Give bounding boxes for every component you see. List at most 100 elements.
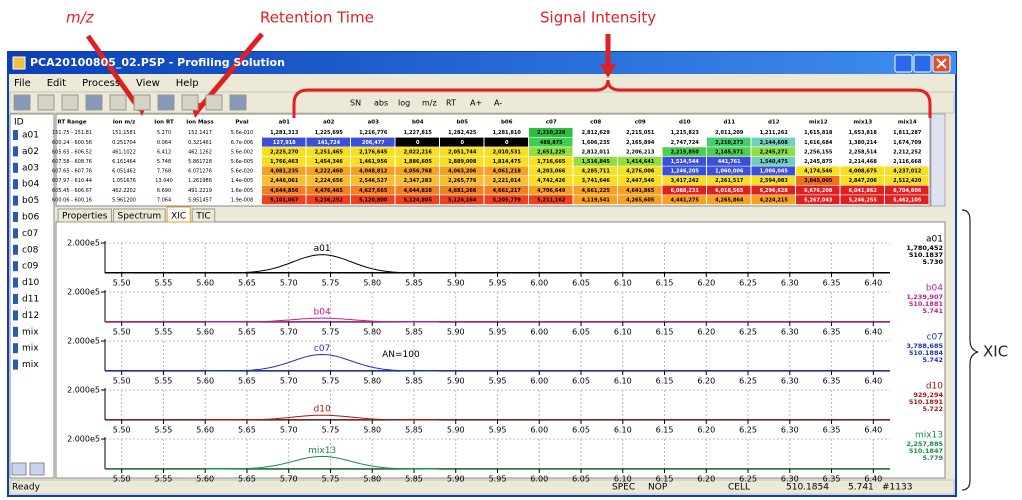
heat-cell <box>707 128 751 137</box>
table-header: a01 <box>279 120 291 126</box>
table-cell: 1,540,475 <box>760 159 789 165</box>
tab-label[interactable]: TIC <box>195 212 210 222</box>
table-cell: 127,918 <box>273 140 296 146</box>
menu-item[interactable]: File <box>14 78 31 89</box>
scrollbar[interactable] <box>930 113 946 207</box>
menu-item[interactable]: View <box>136 78 160 89</box>
panel-info: 3,788,685 <box>906 342 943 350</box>
tab-label[interactable]: Properties <box>62 212 108 222</box>
tab[interactable] <box>191 208 216 223</box>
table-cell: 1,380,214 <box>849 140 878 146</box>
toolbar-button[interactable] <box>13 94 31 111</box>
x-tick-label: 6.35 <box>823 377 841 386</box>
heat-cell <box>840 195 884 205</box>
id-list-item[interactable]: d10 <box>22 278 39 288</box>
tab[interactable] <box>112 208 166 223</box>
id-list-item[interactable]: a03 <box>22 163 39 173</box>
id-list-item[interactable]: b06 <box>22 213 39 223</box>
id-icon <box>13 277 18 288</box>
x-tick-label: 6.20 <box>697 328 715 337</box>
toolbar-button[interactable] <box>133 94 151 111</box>
heat-cell <box>796 176 840 185</box>
tab-label[interactable]: Spectrum <box>117 212 161 222</box>
annotation: Retention Time <box>260 9 374 27</box>
toolbar-button-label[interactable]: abs <box>374 99 388 108</box>
tab[interactable] <box>57 208 112 223</box>
toolbar-button-label[interactable]: log <box>398 99 410 108</box>
table-cell: 4,237,012 <box>893 169 922 175</box>
table-cell: 462.2202 <box>112 188 136 194</box>
id-list-item[interactable]: a02 <box>22 147 39 157</box>
id-list-item[interactable]: a01 <box>22 131 39 141</box>
table-cell: 5.6e-020 <box>231 169 253 175</box>
x-tick-label: 5.85 <box>405 279 423 288</box>
heat-cell <box>262 166 306 176</box>
tab[interactable] <box>166 206 191 223</box>
toolbar-button-label[interactable]: A- <box>494 99 502 108</box>
heat-cell <box>306 166 350 176</box>
heat-cell <box>885 137 929 147</box>
heat-cell <box>395 156 439 166</box>
toolbar-button[interactable] <box>109 94 127 111</box>
table-cell: 151.1581 <box>112 130 136 136</box>
toolbar-button[interactable] <box>61 94 79 111</box>
table-cell: 2,245,271 <box>760 149 789 155</box>
scroll-button[interactable] <box>11 462 27 476</box>
heat-cell <box>395 195 439 205</box>
table-cell: 2,512,420 <box>893 178 922 184</box>
toolbar-button[interactable] <box>181 94 199 111</box>
toolbar-button[interactable] <box>157 94 175 111</box>
heat-cell <box>662 156 706 166</box>
table-cell: 0 <box>505 140 509 146</box>
toolbar-button-label[interactable]: SN <box>350 99 361 108</box>
toolbar-button-label[interactable]: A+ <box>470 99 482 108</box>
id-list-item[interactable]: mix <box>22 344 39 354</box>
table-cell: 2,224,656 <box>315 178 344 184</box>
toolbar-button-label[interactable]: m/z <box>422 99 437 108</box>
id-icon <box>13 343 18 354</box>
x-tick-label: 6.40 <box>864 426 882 435</box>
id-list-item[interactable]: c09 <box>22 262 39 272</box>
scroll-button[interactable] <box>29 462 45 476</box>
x-tick-label: 6.40 <box>864 475 882 484</box>
x-tick-label: 5.90 <box>447 426 465 435</box>
toolbar-button[interactable] <box>37 94 55 111</box>
menu-item[interactable]: Process <box>82 78 120 89</box>
toolbar-button[interactable] <box>205 94 223 111</box>
table-cell: 1,461,956 <box>359 159 388 165</box>
toolbar-button-label[interactable]: RT <box>446 99 456 108</box>
table-cell: 2,214,468 <box>849 159 878 165</box>
heat-cell <box>395 147 439 157</box>
heat-cell <box>395 137 439 147</box>
status-field: NOP <box>648 483 668 493</box>
table-cell: 5,101,067 <box>270 197 299 203</box>
x-tick-label: 5.95 <box>489 475 507 484</box>
table-cell: 489,875 <box>540 140 563 146</box>
table-cell: 2,256,155 <box>804 149 833 155</box>
x-tick-label: 6.05 <box>572 377 590 386</box>
menu-item[interactable]: Help <box>176 78 199 89</box>
x-tick-label: 6.20 <box>697 426 715 435</box>
heat-cell <box>484 166 528 176</box>
table-cell: 5,120,800 <box>359 197 388 203</box>
table-cell: 0 <box>416 140 420 146</box>
id-list-item[interactable]: c08 <box>22 245 39 255</box>
x-tick-label: 6.30 <box>781 475 799 484</box>
toolbar-button[interactable] <box>85 94 103 111</box>
maximize-button[interactable] <box>913 54 932 73</box>
id-list-item[interactable]: mix <box>22 360 39 370</box>
id-list-item[interactable]: c07 <box>22 229 38 239</box>
id-icon <box>13 179 18 190</box>
table-cell: 1,674,709 <box>893 140 922 146</box>
id-list-item[interactable]: b05 <box>22 196 39 206</box>
tab-label[interactable]: XIC <box>171 212 186 222</box>
toolbar-button[interactable] <box>229 94 247 111</box>
heat-cell <box>885 176 929 185</box>
id-list-item[interactable]: d11 <box>22 295 39 305</box>
id-list-item[interactable]: mix <box>22 327 39 337</box>
table-header: d12 <box>768 120 780 126</box>
menu-item[interactable]: Edit <box>47 78 66 89</box>
id-list-item[interactable]: d12 <box>22 311 39 321</box>
id-list-item[interactable]: b04 <box>22 180 39 190</box>
minimize-button[interactable] <box>894 54 913 73</box>
